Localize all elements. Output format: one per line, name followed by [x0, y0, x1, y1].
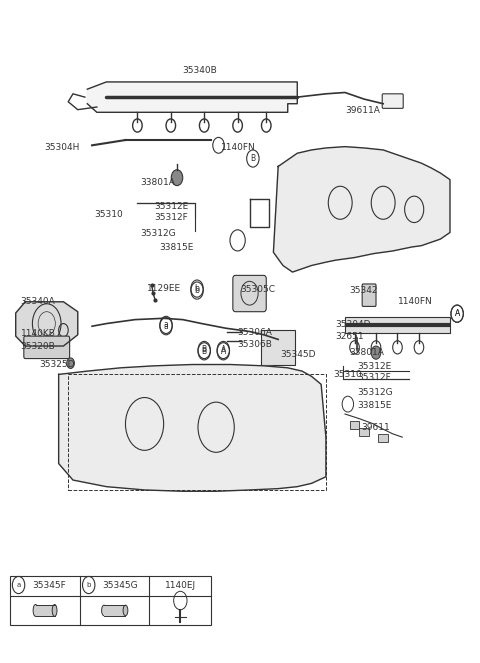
FancyBboxPatch shape — [382, 94, 403, 108]
FancyBboxPatch shape — [24, 336, 70, 359]
Polygon shape — [274, 147, 450, 272]
Text: 35312G: 35312G — [140, 229, 175, 238]
Text: 33801A: 33801A — [140, 178, 175, 188]
Text: 35325D: 35325D — [39, 360, 75, 369]
Ellipse shape — [52, 605, 57, 617]
Text: 33801A: 33801A — [350, 348, 384, 357]
FancyBboxPatch shape — [378, 434, 388, 442]
Text: a: a — [164, 320, 168, 330]
Text: B: B — [251, 154, 255, 163]
Text: 35320B: 35320B — [21, 341, 55, 351]
Text: 35312F: 35312F — [357, 373, 391, 382]
Text: 35306B: 35306B — [238, 339, 273, 349]
Text: b: b — [194, 284, 200, 293]
Text: 35312G: 35312G — [357, 388, 393, 396]
Polygon shape — [16, 302, 78, 346]
Circle shape — [171, 170, 183, 186]
Text: a: a — [164, 322, 168, 331]
Text: 1140FN: 1140FN — [397, 297, 432, 306]
Text: A: A — [455, 309, 460, 318]
Text: 35304H: 35304H — [44, 143, 80, 152]
Polygon shape — [87, 82, 297, 112]
Text: A: A — [221, 345, 226, 355]
Text: 33815E: 33815E — [357, 401, 391, 410]
Text: 35345F: 35345F — [32, 581, 66, 589]
Text: 39611A: 39611A — [345, 106, 380, 115]
Circle shape — [67, 358, 74, 369]
Bar — [68, 375, 326, 490]
Text: 35345D: 35345D — [281, 350, 316, 359]
Text: A: A — [221, 347, 226, 356]
Text: 35312E: 35312E — [357, 362, 391, 371]
Circle shape — [371, 346, 381, 359]
Ellipse shape — [123, 605, 128, 616]
Ellipse shape — [102, 605, 107, 616]
FancyBboxPatch shape — [262, 330, 295, 365]
Polygon shape — [59, 365, 326, 491]
Text: b: b — [194, 286, 200, 295]
Text: 1140FN: 1140FN — [221, 143, 256, 152]
Text: 35310: 35310 — [95, 210, 123, 219]
Text: 35310: 35310 — [333, 370, 362, 379]
Text: 35304D: 35304D — [336, 320, 371, 330]
Bar — [36, 605, 55, 617]
Text: 35340A: 35340A — [21, 297, 55, 306]
Text: A: A — [455, 309, 460, 318]
Text: B: B — [202, 347, 207, 356]
Text: a: a — [16, 582, 21, 588]
FancyBboxPatch shape — [362, 284, 376, 306]
Text: 35312F: 35312F — [154, 213, 188, 222]
FancyBboxPatch shape — [350, 421, 360, 429]
Text: 32651: 32651 — [336, 332, 364, 341]
FancyBboxPatch shape — [360, 428, 369, 436]
Text: b: b — [86, 582, 91, 588]
Text: B: B — [202, 345, 207, 355]
Bar — [10, 575, 211, 625]
Text: 35340B: 35340B — [183, 66, 217, 75]
Text: 1140EJ: 1140EJ — [165, 581, 196, 589]
Bar — [345, 317, 450, 333]
Ellipse shape — [33, 605, 38, 617]
Text: 35345G: 35345G — [102, 581, 138, 589]
Text: 35342: 35342 — [350, 286, 378, 295]
Text: 35306A: 35306A — [238, 328, 273, 337]
Text: 1140KB: 1140KB — [21, 329, 55, 338]
Text: 35312E: 35312E — [154, 202, 188, 211]
Text: 33815E: 33815E — [159, 243, 193, 252]
Text: 39611: 39611 — [362, 423, 390, 432]
Text: 1129EE: 1129EE — [147, 284, 181, 293]
FancyBboxPatch shape — [233, 275, 266, 312]
Bar — [104, 605, 125, 616]
Text: 35305C: 35305C — [240, 285, 275, 294]
